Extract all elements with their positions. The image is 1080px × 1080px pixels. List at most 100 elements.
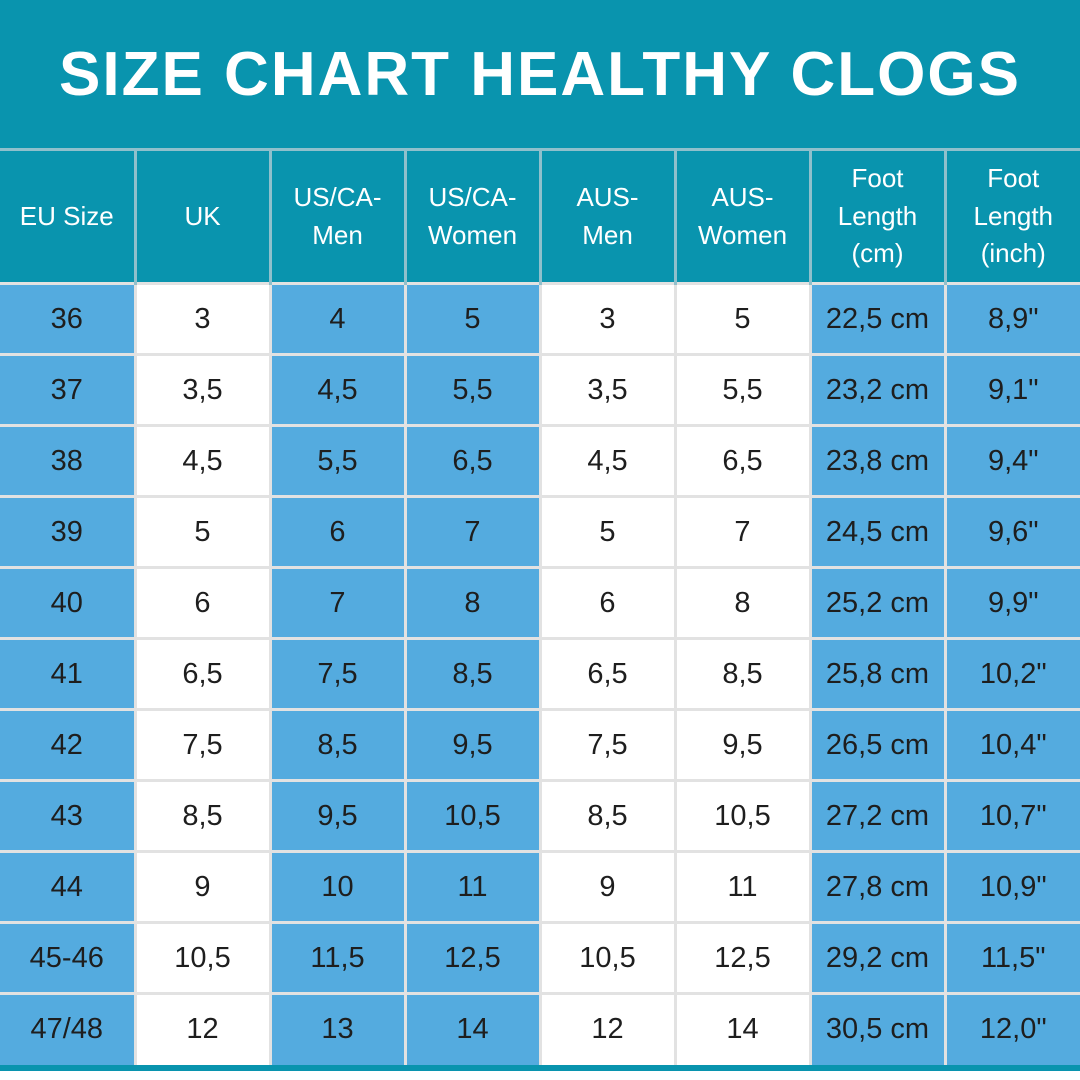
- column-header-1: UK: [133, 148, 272, 284]
- size-cell: 25,2 cm: [808, 566, 947, 640]
- size-cell: 13: [268, 992, 407, 1065]
- size-cell: 23,2 cm: [808, 353, 947, 427]
- size-cell: 8,5: [268, 708, 407, 782]
- size-cell: 11,5: [268, 921, 407, 995]
- size-cell: 12: [133, 992, 272, 1065]
- size-cell: 14: [403, 992, 542, 1065]
- size-cell: 27,2 cm: [808, 779, 947, 853]
- size-cell: 4,5: [133, 424, 272, 498]
- table-row: 39 5 6 7 5 7 24,5 cm 9,6": [0, 495, 1080, 569]
- size-cell: 3: [538, 282, 677, 356]
- size-cell: 8: [403, 566, 542, 640]
- table-row: 40 6 7 8 6 8 25,2 cm 9,9": [0, 566, 1080, 640]
- size-cell: 10,5: [673, 779, 812, 853]
- size-cell: 8,5: [133, 779, 272, 853]
- size-cell: 6: [538, 566, 677, 640]
- size-cell: 5,5: [673, 353, 812, 427]
- table-row: 41 6,5 7,5 8,5 6,5 8,5 25,8 cm 10,2": [0, 637, 1080, 711]
- size-cell: 9,5: [673, 708, 812, 782]
- size-cell: 8,5: [403, 637, 542, 711]
- size-cell: 41: [0, 637, 137, 711]
- size-cell: 9,5: [268, 779, 407, 853]
- column-header-4: AUS-Men: [538, 148, 677, 284]
- size-cell: 9,6": [943, 495, 1080, 569]
- table-row: 44 9 10 11 9 11 27,8 cm 10,9": [0, 850, 1080, 924]
- size-cell: 8,9": [943, 282, 1080, 356]
- table-row: 37 3,5 4,5 5,5 3,5 5,5 23,2 cm 9,1": [0, 353, 1080, 427]
- size-cell: 29,2 cm: [808, 921, 947, 995]
- table-row: 47/48 12 13 14 12 14 30,5 cm 12,0": [0, 992, 1080, 1065]
- size-cell: 39: [0, 495, 137, 569]
- size-cell: 7: [403, 495, 542, 569]
- size-cell: 3,5: [538, 353, 677, 427]
- size-cell: 6,5: [673, 424, 812, 498]
- size-cell: 10,4": [943, 708, 1080, 782]
- size-cell: 37: [0, 353, 137, 427]
- size-cell: 12: [538, 992, 677, 1065]
- size-cell: 9,1": [943, 353, 1080, 427]
- size-cell: 4,5: [268, 353, 407, 427]
- size-cell: 5: [133, 495, 272, 569]
- column-header-3: US/CA-Women: [403, 148, 542, 284]
- column-header-6: Foot Length (cm): [808, 148, 947, 284]
- column-header-7: Foot Length (inch): [943, 148, 1080, 284]
- header-row: EU Size UK US/CA-Men US/CA-Women AUS-Men AUS-…: [0, 148, 1080, 284]
- size-cell: 3: [133, 282, 272, 356]
- size-cell: 8: [673, 566, 812, 640]
- size-cell: 7,5: [268, 637, 407, 711]
- size-cell: 10,5: [403, 779, 542, 853]
- size-cell: 7: [673, 495, 812, 569]
- size-cell: 6,5: [133, 637, 272, 711]
- size-cell: 12,5: [673, 921, 812, 995]
- size-cell: 5: [673, 282, 812, 356]
- size-cell: 44: [0, 850, 137, 924]
- size-cell: 6: [133, 566, 272, 640]
- table-row: 38 4,5 5,5 6,5 4,5 6,5 23,8 cm 9,4": [0, 424, 1080, 498]
- size-cell: 11: [673, 850, 812, 924]
- size-cell: 9,5: [403, 708, 542, 782]
- size-cell: 27,8 cm: [808, 850, 947, 924]
- table-row: 43 8,5 9,5 10,5 8,5 10,5 27,2 cm 10,7": [0, 779, 1080, 853]
- size-cell: 4,5: [538, 424, 677, 498]
- column-header-5: AUS-Women: [673, 148, 812, 284]
- size-cell: 24,5 cm: [808, 495, 947, 569]
- bottom-accent-bar: [0, 1064, 1080, 1071]
- size-cell: 26,5 cm: [808, 708, 947, 782]
- table-row: 36 3 4 5 3 5 22,5 cm 8,9": [0, 282, 1080, 356]
- table-row: 45-46 10,5 11,5 12,5 10,5 12,5 29,2 cm 11,5": [0, 921, 1080, 995]
- size-cell: 8,5: [538, 779, 677, 853]
- size-chart-table: EU Size UK US/CA-Men US/CA-Women AUS-Men AUS-…: [0, 148, 1080, 1065]
- size-cell: 4: [268, 282, 407, 356]
- size-cell: 3,5: [133, 353, 272, 427]
- size-cell: 6: [268, 495, 407, 569]
- size-cell: 9,4": [943, 424, 1080, 498]
- size-cell: 42: [0, 708, 137, 782]
- size-cell: 5: [403, 282, 542, 356]
- size-cell: 11,5": [943, 921, 1080, 995]
- size-cell: 10,2": [943, 637, 1080, 711]
- size-cell: 10,5: [133, 921, 272, 995]
- size-cell: 8,5: [673, 637, 812, 711]
- size-cell: 9: [538, 850, 677, 924]
- size-cell: 7,5: [133, 708, 272, 782]
- column-header-0: EU Size: [0, 148, 137, 284]
- size-cell: 5,5: [403, 353, 542, 427]
- size-cell: 11: [403, 850, 542, 924]
- size-cell: 10,7": [943, 779, 1080, 853]
- size-cell: 9: [133, 850, 272, 924]
- size-cell: 25,8 cm: [808, 637, 947, 711]
- size-cell: 12,5: [403, 921, 542, 995]
- size-cell: 7,5: [538, 708, 677, 782]
- table-row: 42 7,5 8,5 9,5 7,5 9,5 26,5 cm 10,4": [0, 708, 1080, 782]
- title-banner: SIZE CHART HEALTHY CLOGS: [0, 0, 1080, 148]
- size-cell: 40: [0, 566, 137, 640]
- size-chart-body: 36 3 4 5 3 5 22,5 cm 8,9" 37 3,5 4,5 5,5 3,5 5,5 23,2 …: [0, 282, 1080, 1065]
- size-cell: 9,9": [943, 566, 1080, 640]
- size-cell: 22,5 cm: [808, 282, 947, 356]
- size-cell: 5,5: [268, 424, 407, 498]
- size-cell: 10: [268, 850, 407, 924]
- size-cell: 45-46: [0, 921, 137, 995]
- size-cell: 30,5 cm: [808, 992, 947, 1065]
- page-title: SIZE CHART HEALTHY CLOGS: [59, 39, 1021, 109]
- size-cell: 10,5: [538, 921, 677, 995]
